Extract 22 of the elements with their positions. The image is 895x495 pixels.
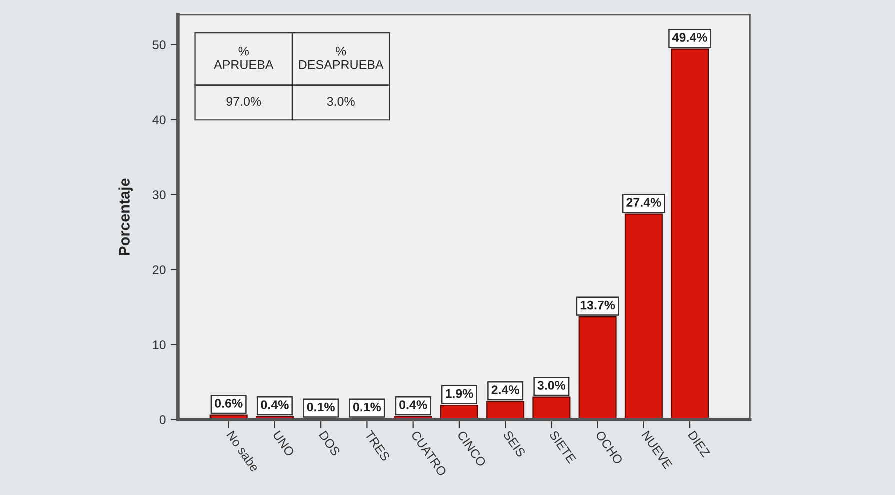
data-label: 2.4%: [492, 386, 520, 394]
annotation: % APRUEBA: [214, 47, 274, 70]
y-tick-label: 40: [152, 116, 166, 124]
data-label: 0.1%: [307, 402, 335, 412]
y-tick-label: 30: [152, 190, 166, 200]
data-label: 3.0%: [538, 381, 566, 390]
data-label: 49.4%: [672, 33, 708, 42]
data-label: 0.4%: [261, 400, 289, 410]
data-label: 13.7%: [580, 300, 616, 310]
annotation: 97.0%: [226, 97, 262, 106]
annotation: % DESAPRUEBA: [299, 47, 384, 70]
annotation: 3.0%: [327, 97, 355, 106]
y-tick-label: 50: [152, 40, 166, 50]
data-label: 1.9%: [446, 389, 474, 398]
y-tick-label: 0: [160, 416, 166, 424]
data-label: 0.6%: [215, 399, 243, 408]
data-label: 27.4%: [626, 198, 662, 207]
data-label: 0.4%: [400, 400, 428, 410]
data-label: 0.1%: [353, 402, 382, 412]
y-tick-label: 10: [153, 340, 166, 350]
y-axis-title: Porcentaje: [118, 178, 133, 256]
y-tick-label: 20: [153, 266, 166, 274]
